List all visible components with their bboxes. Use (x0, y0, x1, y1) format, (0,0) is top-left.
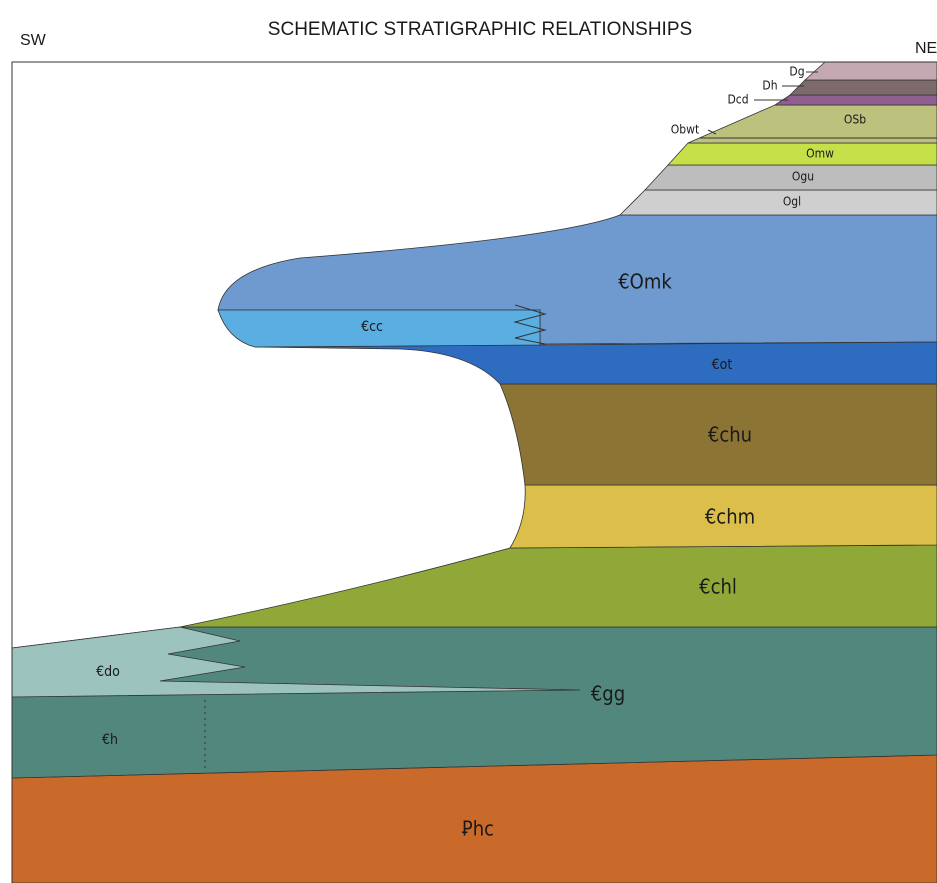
unit-dcd (775, 95, 937, 105)
unit-label: €Omk (618, 270, 672, 294)
unit-label: Omw (806, 147, 834, 161)
unit-chl (180, 545, 937, 627)
unit-label: €chl (699, 575, 737, 599)
diagram: SCHEMATIC STRATIGRAPHIC RELATIONSHIPS SW… (0, 0, 937, 883)
unit-label: €cc (361, 319, 383, 335)
unit-label: OSb (844, 113, 866, 127)
unit-ot (255, 342, 937, 384)
unit-label: €do (96, 664, 120, 680)
unit-osb (688, 105, 937, 143)
unit-dh (790, 80, 937, 95)
sw-label: SW (20, 32, 47, 49)
title: SCHEMATIC STRATIGRAPHIC RELATIONSHIPS (268, 19, 692, 40)
unit-label: Ogl (783, 195, 801, 209)
ne-label: NE (915, 40, 937, 57)
unit-omw (668, 143, 937, 165)
unit-label: Dg (789, 65, 804, 79)
unit-dg (805, 62, 937, 80)
unit-label: Obwt (671, 123, 699, 137)
unit-label: Dcd (727, 93, 748, 107)
unit-label: €gg (591, 682, 625, 706)
unit-label: €chu (708, 423, 752, 447)
unit-label: Dh (762, 79, 777, 93)
strata (12, 62, 937, 883)
unit-label: €ot (712, 357, 733, 373)
unit-label: Ꝑhc (462, 817, 494, 841)
unit-ogl (620, 190, 937, 215)
unit-label: Ogu (792, 170, 814, 184)
unit-label: €h (102, 732, 118, 748)
unit-label: €chm (705, 505, 755, 529)
